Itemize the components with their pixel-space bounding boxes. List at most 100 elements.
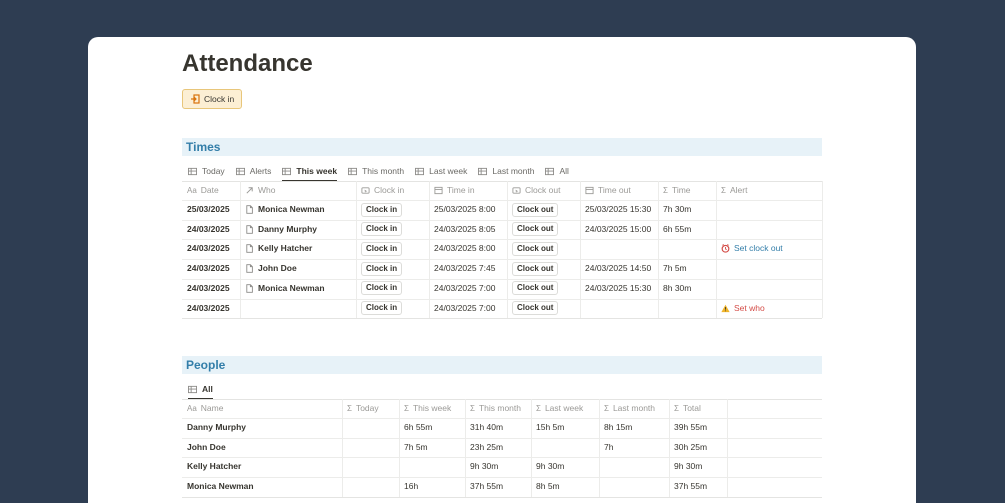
cell-button[interactable]: Clock out xyxy=(512,261,559,276)
cell-text: 24/03/2025 8:05 xyxy=(434,223,496,234)
table-cell: 15h 5m xyxy=(536,418,596,437)
table-cell: 24/03/2025 xyxy=(187,279,237,298)
table-cell: John Doe xyxy=(245,259,353,278)
column-divider xyxy=(822,181,823,319)
row-divider xyxy=(182,239,822,241)
column-glyph: Aa xyxy=(187,186,197,195)
section-heading-bar: People xyxy=(182,356,822,374)
view-tab[interactable]: This month xyxy=(348,162,404,180)
cell-text: 24/03/2025 8:00 xyxy=(434,243,496,254)
column-label: Clock out xyxy=(525,185,561,195)
cell-text: 30h 25m xyxy=(674,441,708,452)
cell-button[interactable]: Clock in xyxy=(361,202,403,217)
cell-text: 24/03/2025 xyxy=(187,302,230,313)
table-cell: 9h 30m xyxy=(470,457,528,476)
cell-text: 7h 5m xyxy=(663,263,687,274)
column-label: Time in xyxy=(447,185,475,195)
table-cell: 8h 30m xyxy=(663,279,713,298)
cell-text: 25/03/2025 xyxy=(187,204,230,214)
tab-icon xyxy=(348,167,358,176)
table-cell: 24/03/2025 xyxy=(187,239,237,258)
page-icon xyxy=(245,244,254,254)
column-label: Last month xyxy=(612,403,656,413)
table-cell: Set who xyxy=(721,299,819,318)
page-icon xyxy=(245,284,254,293)
column-header: Clock in xyxy=(361,181,426,200)
view-tabs: Today Alerts This week This month Last week L… xyxy=(188,162,569,181)
table-cell: 7h 5m xyxy=(663,259,713,278)
column-icon xyxy=(434,186,443,195)
cell-button[interactable]: Clock out xyxy=(512,281,559,296)
view-tab[interactable]: Today xyxy=(188,162,225,180)
cell-button[interactable]: Clock in xyxy=(361,261,403,276)
view-tab[interactable]: Last week xyxy=(415,162,467,180)
cell-button[interactable]: Clock in xyxy=(361,222,403,237)
cell-text: 24/03/2025 15:00 xyxy=(585,223,652,234)
column-label: Clock in xyxy=(374,185,405,195)
cell-button[interactable]: Clock out xyxy=(512,202,559,217)
table-cell: Kelly Hatcher xyxy=(187,457,339,476)
column-glyph: Σ xyxy=(347,404,352,413)
cell-button[interactable]: Clock in xyxy=(361,301,403,315)
row-divider xyxy=(182,437,822,439)
column-header: Σ Last week xyxy=(536,399,596,418)
view-tab[interactable]: All xyxy=(188,380,213,399)
cell-button[interactable]: Clock out xyxy=(512,241,559,256)
page-icon xyxy=(245,205,254,214)
cell-button[interactable]: Clock out xyxy=(512,222,559,237)
view-tab[interactable]: This week xyxy=(282,162,338,181)
table-cell: Set clock out xyxy=(721,239,819,258)
section-heading: People xyxy=(186,358,226,372)
page-title: Attendance xyxy=(182,50,313,77)
view-tab[interactable]: All xyxy=(545,162,569,180)
view-tab[interactable]: Last month xyxy=(478,162,534,180)
tab-icon xyxy=(235,167,245,176)
cell-button[interactable]: Clock in xyxy=(361,241,403,256)
table-cell: 24/03/2025 xyxy=(187,259,237,278)
cell-text: 8h 30m xyxy=(663,282,692,293)
view-tab[interactable]: Alerts xyxy=(235,162,271,180)
column-glyph: Σ xyxy=(663,186,668,195)
table-cell: 9h 30m xyxy=(674,457,724,476)
cell-text: 9h 30m xyxy=(470,461,499,472)
cell-text: Kelly Hatcher xyxy=(187,461,242,472)
row-divider xyxy=(182,278,822,280)
column-divider xyxy=(342,399,343,497)
clock-in-button[interactable]: Clock in xyxy=(182,89,243,109)
row-divider xyxy=(182,477,822,479)
cell-text: 24/03/2025 15:30 xyxy=(585,282,652,293)
tab-icon xyxy=(415,167,425,176)
table-cell: Clock in xyxy=(361,259,426,278)
alert-icon xyxy=(721,244,730,254)
table-border xyxy=(182,496,822,498)
cell-text: 15h 5m xyxy=(536,422,565,432)
column-divider xyxy=(727,399,728,497)
column-header: Σ This month xyxy=(470,399,528,418)
column-label: This week xyxy=(412,403,452,413)
table-cell: John Doe xyxy=(187,438,339,457)
table-cell: Clock in xyxy=(361,299,426,318)
cell-text: 24/03/2025 7:00 xyxy=(434,302,496,313)
cell-text: 23h 25m xyxy=(470,441,504,452)
page-icon xyxy=(245,264,254,273)
table-cell: Monica Newman xyxy=(245,200,353,219)
column-header: Σ Alert xyxy=(721,181,819,200)
row-divider xyxy=(182,219,822,221)
column-label: Last week xyxy=(544,403,584,413)
cell-text: Danny Murphy xyxy=(187,422,247,432)
cell-text: 24/03/2025 xyxy=(187,263,230,274)
column-icon xyxy=(245,186,254,195)
cell-button[interactable]: Clock out xyxy=(512,301,559,315)
table-cell: 7h 30m xyxy=(663,200,713,219)
table-cell: 24/03/2025 7:45 xyxy=(434,259,504,278)
column-header: Σ Today xyxy=(347,399,396,418)
table-cell: 6h 55m xyxy=(404,418,462,437)
table-cell: Clock out xyxy=(512,200,577,219)
cell-button[interactable]: Clock in xyxy=(361,281,403,296)
table-cell: Clock in xyxy=(361,279,426,298)
row-divider xyxy=(182,418,822,419)
column-divider xyxy=(658,181,659,319)
table-cell: Clock out xyxy=(512,299,577,318)
tab-label: This month xyxy=(362,166,405,176)
